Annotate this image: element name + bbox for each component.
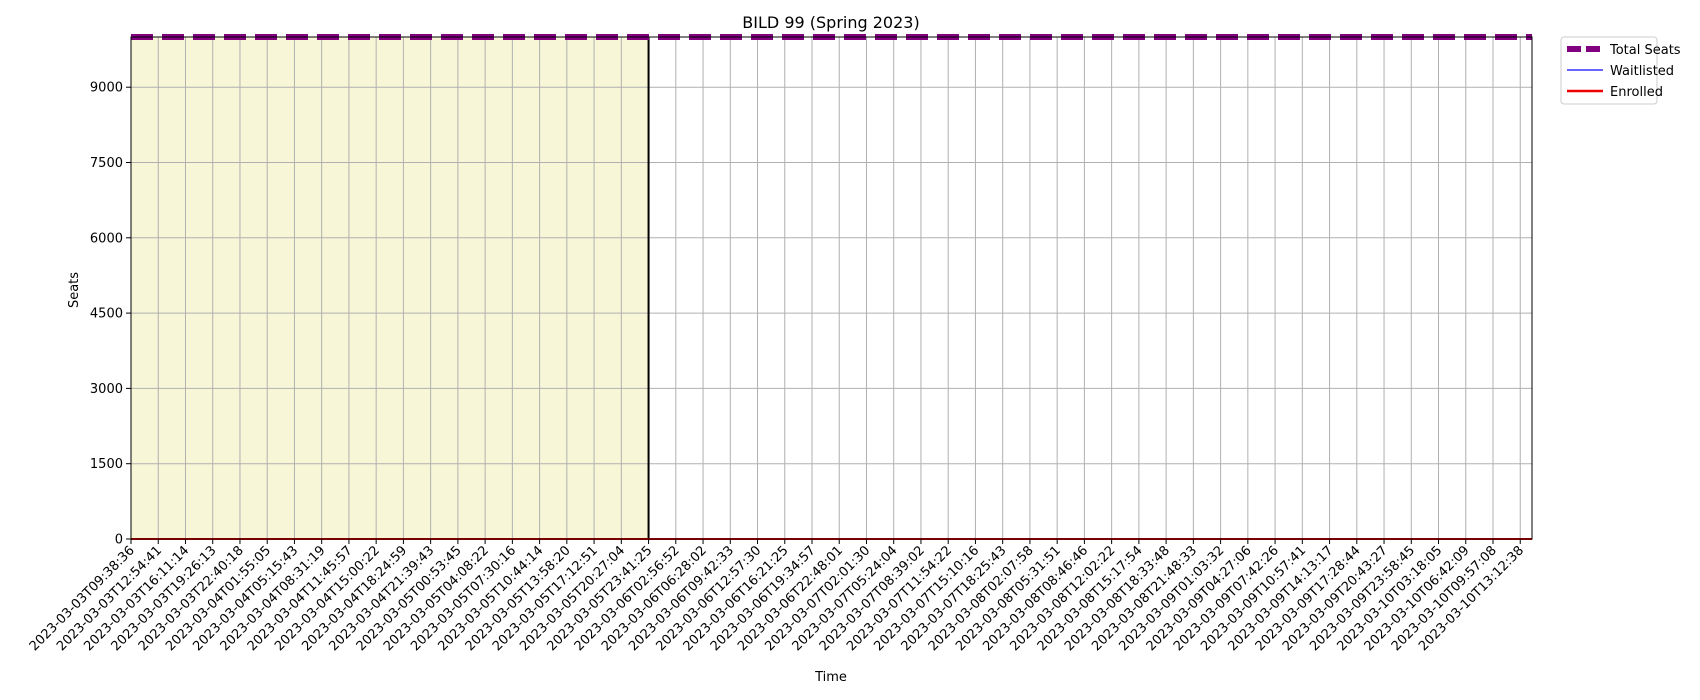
legend-box <box>1560 36 1658 105</box>
legend-label: Waitlisted <box>1610 64 1674 79</box>
y-tick-label: 3000 <box>90 382 123 397</box>
legend: Total Seats Waitlisted Enrolled <box>1560 36 1681 105</box>
legend-label: Total Seats <box>1609 43 1681 58</box>
y-tick-label: 0 <box>115 533 123 548</box>
y-axis-label: Seats <box>67 272 82 308</box>
y-axis: 0 1500 3000 4500 6000 7500 9000 <box>90 81 131 548</box>
y-tick-label: 4500 <box>90 307 123 322</box>
y-tick-label: 6000 <box>90 231 123 246</box>
plot-frame <box>130 36 1533 540</box>
x-axis-label: Time <box>814 670 847 685</box>
legend-label: Enrolled <box>1610 85 1663 100</box>
y-tick-label: 1500 <box>90 457 123 472</box>
x-axis: 2023-03-03T09:38:362023-03-03T12:54:4120… <box>27 539 1527 654</box>
highlight-region <box>131 37 649 539</box>
y-tick-label: 9000 <box>90 81 123 96</box>
y-tick-label: 7500 <box>90 156 123 171</box>
chart-title: BILD 99 (Spring 2023) <box>742 13 919 32</box>
